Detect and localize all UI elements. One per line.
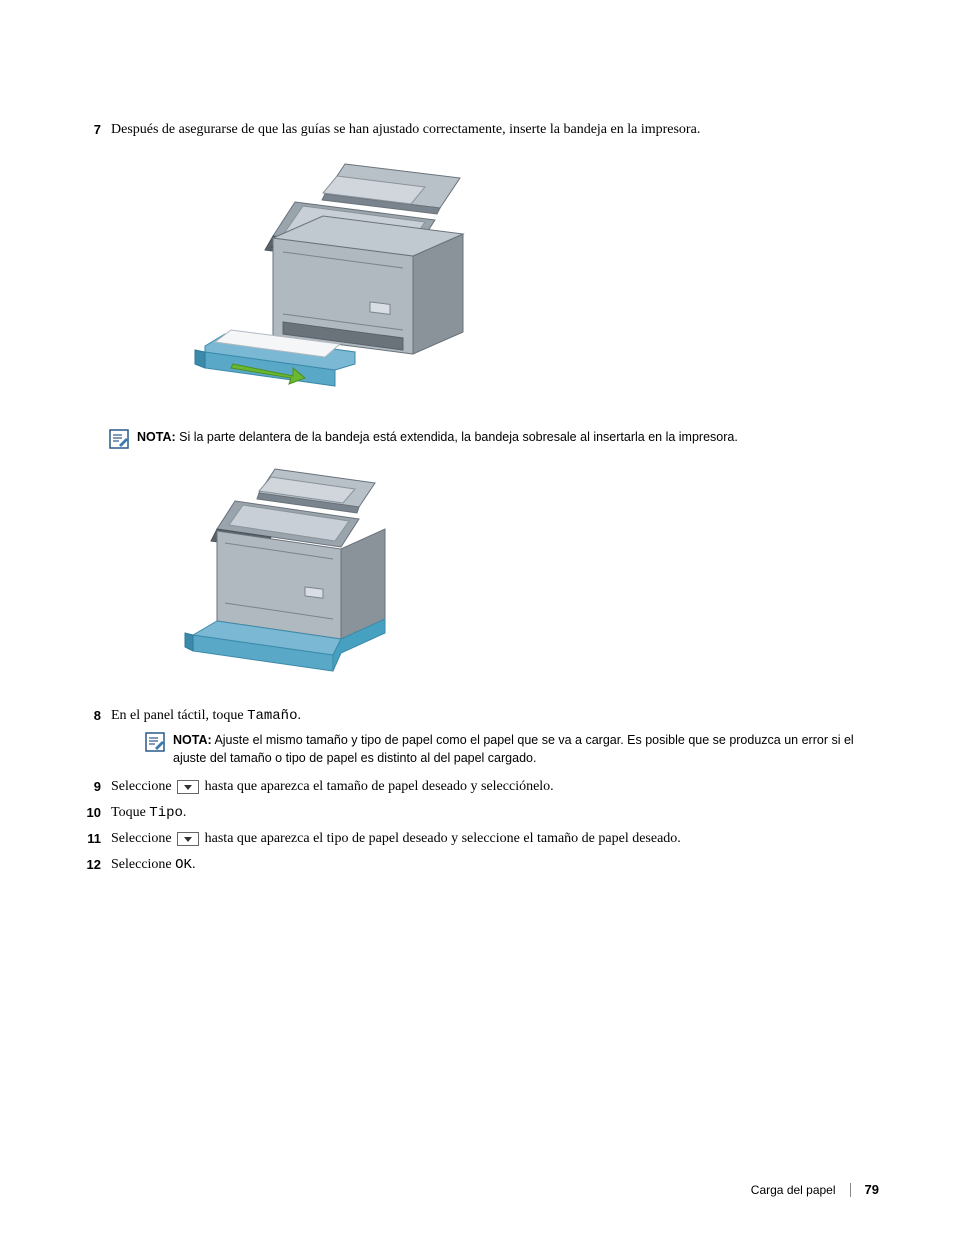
note-label: NOTA: <box>173 733 212 747</box>
step-text-pre: En el panel táctil, toque <box>111 708 247 723</box>
figure-printer-extended-tray <box>175 463 879 692</box>
note-icon <box>109 429 129 449</box>
note-text: NOTA: Si la parte delantera de la bandej… <box>137 429 879 447</box>
step-text-post: hasta que aparezca el tamaño de papel de… <box>201 779 554 794</box>
mono-tipo: Tipo <box>149 805 183 821</box>
step-12: 12 Seleccione OK. <box>75 855 879 876</box>
step-number: 8 <box>75 706 111 723</box>
page-footer: Carga del papel 79 <box>751 1182 879 1197</box>
step-text-pre: Seleccione <box>111 857 175 872</box>
step-number: 10 <box>75 803 111 820</box>
mono-tamano: Tamaño <box>247 708 297 724</box>
step-number: 12 <box>75 855 111 872</box>
step-11: 11 Seleccione hasta que aparezca el tipo… <box>75 829 879 849</box>
step-number: 11 <box>75 829 111 846</box>
step-7: 7 Después de asegurarse de que las guías… <box>75 120 879 140</box>
step-text-post: . <box>192 857 196 872</box>
note-1: NOTA: Si la parte delantera de la bandej… <box>109 429 879 449</box>
step-text-post: hasta que aparezca el tipo de papel dese… <box>201 831 681 846</box>
footer-page: 79 <box>865 1182 879 1197</box>
step-text-post: . <box>183 805 187 820</box>
step-text: Seleccione hasta que aparezca el tipo de… <box>111 829 879 849</box>
step-number: 9 <box>75 777 111 794</box>
note-label: NOTA: <box>137 430 176 444</box>
step-text-pre: Toque <box>111 805 149 820</box>
note-icon <box>145 732 165 752</box>
step-number: 7 <box>75 120 111 137</box>
step-text: Seleccione hasta que aparezca el tamaño … <box>111 777 879 797</box>
note-2: NOTA: Ajuste el mismo tamaño y tipo de p… <box>145 732 879 767</box>
step-text-pre: Seleccione <box>111 831 175 846</box>
step-text: En el panel táctil, toque Tamaño. <box>111 706 879 727</box>
dropdown-icon <box>177 832 199 846</box>
note-body: Ajuste el mismo tamaño y tipo de papel c… <box>173 733 854 765</box>
footer-section: Carga del papel <box>751 1183 836 1197</box>
step-text-post: . <box>297 708 301 723</box>
step-text: Toque Tipo. <box>111 803 879 824</box>
figure-printer-insert-tray <box>175 154 879 415</box>
step-text-pre: Seleccione <box>111 779 175 794</box>
step-9: 9 Seleccione hasta que aparezca el tamañ… <box>75 777 879 797</box>
footer-divider <box>850 1183 851 1197</box>
step-8: 8 En el panel táctil, toque Tamaño. <box>75 706 879 727</box>
note-text: NOTA: Ajuste el mismo tamaño y tipo de p… <box>173 732 879 767</box>
mono-ok: OK <box>175 857 192 873</box>
step-text: Después de asegurarse de que las guías s… <box>111 120 879 140</box>
step-text: Seleccione OK. <box>111 855 879 876</box>
note-body: Si la parte delantera de la bandeja está… <box>176 430 738 444</box>
dropdown-icon <box>177 780 199 794</box>
step-10: 10 Toque Tipo. <box>75 803 879 824</box>
